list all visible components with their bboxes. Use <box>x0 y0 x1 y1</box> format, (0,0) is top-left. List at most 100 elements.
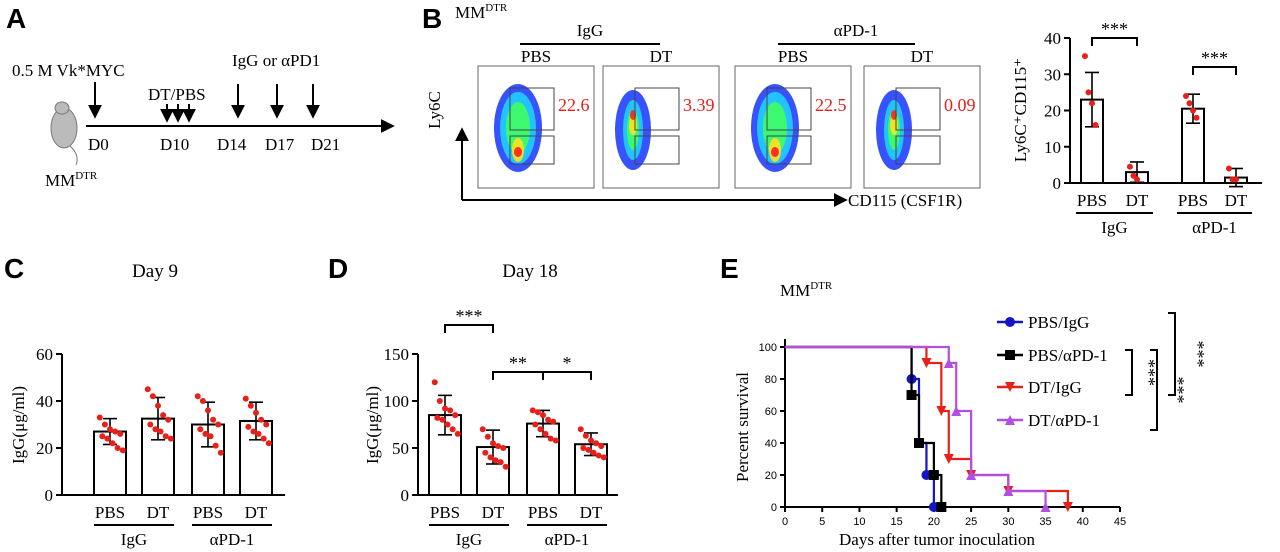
data-point <box>434 414 441 421</box>
data-point <box>444 421 451 428</box>
data-point <box>595 452 602 459</box>
data-point <box>114 445 121 451</box>
x-tick-label: DT <box>245 503 268 522</box>
data-point <box>162 433 169 440</box>
group-label: IgG <box>1101 218 1127 237</box>
strain: MM <box>455 3 485 22</box>
panel-label: B <box>422 3 442 34</box>
data-point <box>436 398 443 404</box>
condition-label: PBS <box>778 47 808 66</box>
data-point <box>99 433 106 440</box>
plot-frame <box>602 65 720 189</box>
strain-label: MMDTR <box>455 2 508 22</box>
significance-bracket <box>1192 66 1237 75</box>
y-axis-label: IgG(μg/ml) <box>9 386 28 464</box>
y-axis-label: Percent survival <box>733 372 752 482</box>
x-tick-label: PBS <box>1178 191 1208 210</box>
strain-sup: DTR <box>485 2 508 14</box>
y-tick-label: 60 <box>765 406 777 418</box>
x-tick-label: 5 <box>819 516 825 528</box>
data-point <box>542 430 549 437</box>
data-point <box>194 393 201 400</box>
data-point <box>550 418 557 425</box>
data-point <box>147 421 154 428</box>
gate <box>509 87 555 131</box>
data-point <box>155 402 161 409</box>
flow-panel: MMDTR IgG αPD-1 Ly6C CD115 (CSF1R) <box>425 2 962 210</box>
flow-density <box>514 147 522 157</box>
y-tick-label: 40 <box>765 438 777 450</box>
y-tick-label: 20 <box>36 439 53 458</box>
group-label: IgG <box>121 530 147 549</box>
data-point <box>247 402 254 409</box>
y-tick-label: 40 <box>1044 29 1061 48</box>
panel-label: D <box>328 253 348 284</box>
x-tick-label: 30 <box>1002 516 1014 528</box>
data-point <box>447 407 454 414</box>
data-point <box>590 449 597 456</box>
flow-density <box>763 102 787 154</box>
significance-label: ** <box>509 353 527 373</box>
marker <box>906 390 917 400</box>
data-point <box>265 440 272 447</box>
group-label: αPD-1 <box>834 21 879 40</box>
y-tick-label: 0 <box>401 486 410 505</box>
data-point <box>250 428 257 435</box>
marker <box>943 454 954 464</box>
x-axis-label: Days after tumor inoculation <box>839 530 1035 549</box>
x-tick-label: 45 <box>1114 516 1126 528</box>
significance-label: *** <box>1139 359 1159 386</box>
data-point <box>500 445 507 451</box>
significance-bracket <box>1168 312 1176 396</box>
day-label: D0 <box>88 135 109 154</box>
legend-marker <box>1005 382 1015 392</box>
timeline-label: DT/PBS <box>148 85 206 104</box>
x-tick-label: DT <box>1126 191 1149 210</box>
data-point <box>1081 53 1088 60</box>
strain-label: MMDTR <box>45 170 98 190</box>
day-label: D10 <box>160 135 189 154</box>
y-tick-label: 20 <box>765 470 777 482</box>
data-point <box>258 416 265 423</box>
data-point <box>484 433 491 440</box>
significance-bracket <box>1150 349 1158 431</box>
survival-line <box>785 345 1069 507</box>
data-point <box>577 426 584 433</box>
day-label: D17 <box>265 135 295 154</box>
data-point <box>1193 114 1200 121</box>
significance-label: * <box>563 353 572 373</box>
data-point <box>242 395 249 402</box>
plot-frame <box>734 65 852 189</box>
data-point <box>537 426 544 433</box>
group-label: IgG <box>577 21 603 40</box>
significance-bracket <box>1125 349 1133 396</box>
marker <box>1040 502 1051 512</box>
significance-label: *** <box>1101 19 1128 39</box>
data-point <box>487 454 494 461</box>
gate <box>895 87 941 131</box>
x-tick-label: PBS <box>95 503 125 522</box>
condition-label: DT <box>650 47 673 66</box>
data-point <box>117 430 124 437</box>
legend-marker <box>1005 317 1015 327</box>
marker <box>921 358 932 368</box>
data-point <box>582 432 589 439</box>
group-label: αPD-1 <box>1192 218 1237 237</box>
significance-bracket <box>492 371 544 380</box>
plot-frame <box>863 65 981 189</box>
data-point <box>144 386 151 393</box>
marker <box>936 502 947 512</box>
significance-bracket <box>542 371 592 380</box>
legend-marker <box>1005 350 1015 360</box>
flow-density <box>771 147 779 157</box>
data-point <box>119 447 126 454</box>
data-point <box>165 416 172 423</box>
data-point <box>479 426 486 433</box>
data-point <box>1134 176 1140 183</box>
data-point <box>101 421 108 428</box>
data-point <box>104 435 111 442</box>
legend-label: DT/αPD-1 <box>1028 411 1100 430</box>
timeline-label: IgG or αPD1 <box>232 51 320 70</box>
timeline-label: 0.5 M Vk*MYC <box>12 61 125 80</box>
